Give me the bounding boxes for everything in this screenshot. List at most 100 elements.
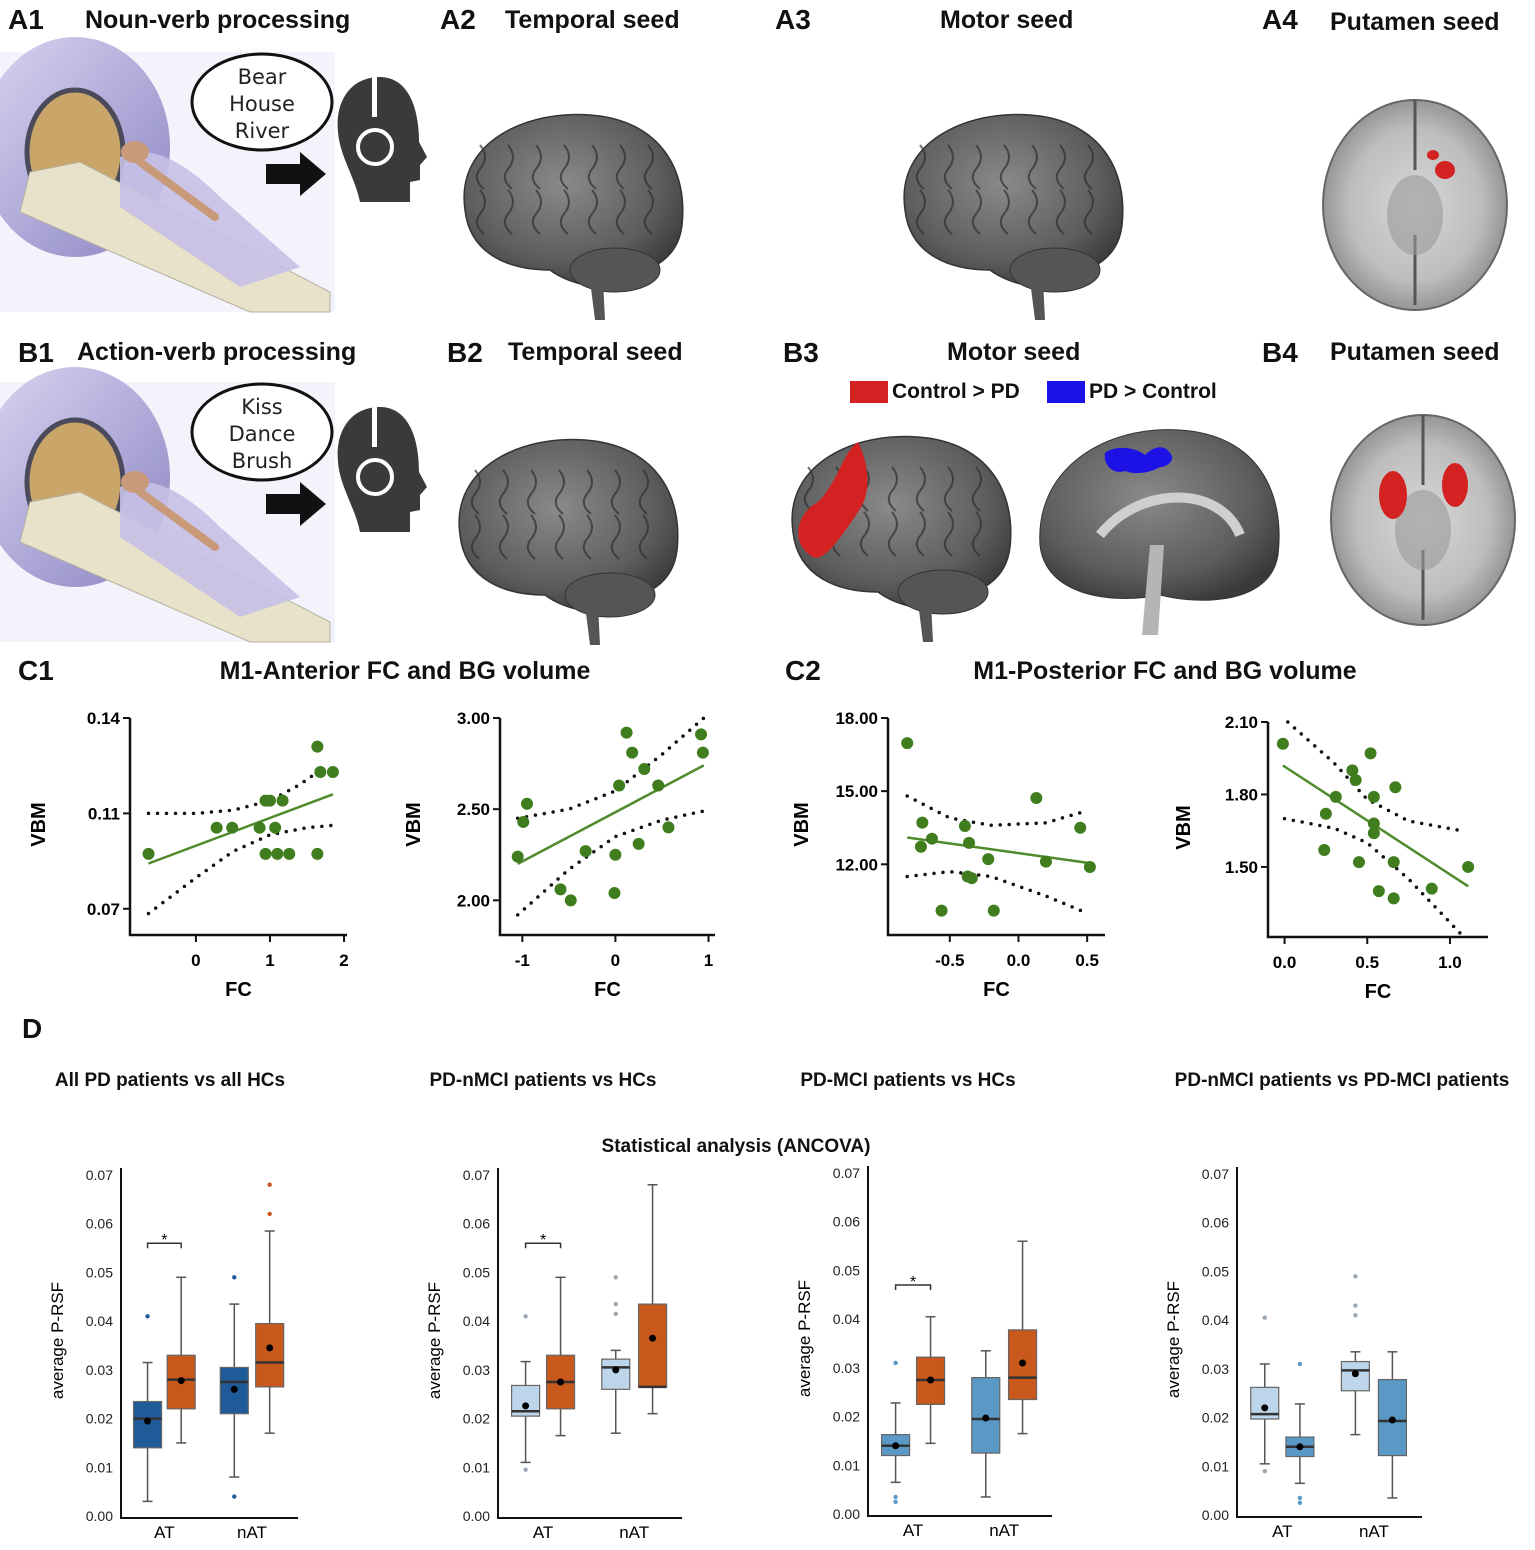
outlier-point [145,1314,150,1319]
sulcus [582,514,593,560]
patient-arm [136,488,219,551]
y-tick-label: 0.07 [87,900,120,919]
sulcus [915,189,926,235]
sulcus [887,466,898,512]
legend-pd-gt-control: PD > Control [1047,380,1217,404]
confidence-band-upper [1286,720,1464,833]
x-axis-label: FC [1365,981,1392,1003]
data-point [276,794,289,807]
outlier-point [1262,1315,1267,1320]
sulcus [554,469,565,515]
sulcus [943,511,954,557]
mean-marker [649,1334,657,1342]
stimulus-word: Bear [238,65,287,89]
data-point [965,872,978,885]
sulcus [915,466,926,512]
box-nat [1377,1351,1408,1499]
panel-label-d: D [22,1013,43,1044]
panel-title-b1: Action-verb processing [77,338,357,366]
ventricles [1395,490,1451,570]
mri-scanner-illustration: Kiss Dance Brush [0,367,427,643]
y-tick-label: 1.50 [1225,858,1258,877]
y-tick-label: 18.00 [835,709,878,728]
box-nat [1007,1240,1038,1435]
data-point [311,740,324,753]
data-point [916,816,929,829]
x-tick-label: 0.0 [1273,953,1297,972]
outlier-point [893,1499,898,1505]
sulcus [470,514,481,560]
y-tick-label: 0.04 [463,1313,490,1329]
mean-marker [522,1402,530,1410]
sulcus [1055,144,1066,190]
legend-label: PD > Control [1089,380,1217,403]
outlier-point [1297,1495,1303,1501]
legend-swatch-red [850,381,888,403]
sulcus [915,144,926,190]
putamen-seed-region [1379,471,1407,519]
y-tick-label: 2.00 [457,891,490,910]
patient-head [121,471,149,493]
sulcus [638,514,649,560]
axes [498,718,715,937]
data-point [652,779,665,792]
y-tick-label: 0.06 [833,1214,860,1230]
outlier-point [613,1301,618,1307]
blanket [120,482,300,617]
panel-label-b2: B2 [447,337,483,368]
putamen-seed-slice-b4 [1330,414,1516,626]
data-point [626,746,639,759]
y-axis-label: VBM [403,802,425,846]
outlier-point [232,1275,237,1280]
data-point [958,820,971,833]
x-tick-label: 0 [611,951,620,970]
outlier-point [523,1314,528,1319]
head-silhouette [337,407,427,532]
x-tick-label: 0 [191,951,200,970]
box-at [1285,1361,1315,1506]
outlier-point [232,1494,237,1499]
regression-line [148,793,334,865]
panel-title-c2: M1-Posterior FC and BG volume [973,657,1357,685]
sulcus [1027,144,1038,190]
outlier-point [1353,1274,1358,1279]
significance-marker: * [540,1232,546,1249]
y-tick-label: 0.01 [1202,1458,1229,1474]
outlier-point [1262,1468,1267,1474]
data-point [1074,821,1087,834]
sulcus [531,189,542,235]
data-point [982,853,995,866]
y-tick-label: 0.06 [1202,1215,1229,1231]
y-tick-label: 0.00 [86,1508,113,1524]
sulcus [999,144,1010,190]
brainstem [590,280,605,320]
box-at [132,1314,163,1503]
x-category-label: AT [154,1523,174,1542]
data-point [935,904,948,917]
panel-label-a2: A2 [440,4,476,35]
sulcus [971,511,982,557]
sulcus [915,511,926,557]
box-nat [971,1350,1001,1498]
motor-seed-brain-a3 [903,113,1124,320]
data-point [1349,773,1362,786]
x-category-label: AT [903,1521,923,1540]
brainstem [1142,545,1164,635]
axes [867,1166,1052,1517]
mean-marker [612,1366,620,1374]
legend-label: Control > PD [892,380,1020,403]
y-tick-label: 0.01 [463,1459,490,1475]
panel-title-b3: Motor seed [947,338,1081,366]
arrow-icon [266,482,326,526]
sulcus [503,189,514,235]
box-iqr [601,1358,631,1390]
box-at [880,1360,911,1505]
confidence-band-lower [905,869,1089,915]
x-tick-label: 1 [704,951,713,970]
y-axis-label: average P-RSF [425,1282,444,1399]
sulcus [470,469,481,515]
y-tick-label: 0.14 [87,709,121,728]
mean-marker [1019,1359,1027,1367]
x-category-label: AT [1272,1522,1292,1541]
y-tick-label: 0.11 [88,804,120,823]
